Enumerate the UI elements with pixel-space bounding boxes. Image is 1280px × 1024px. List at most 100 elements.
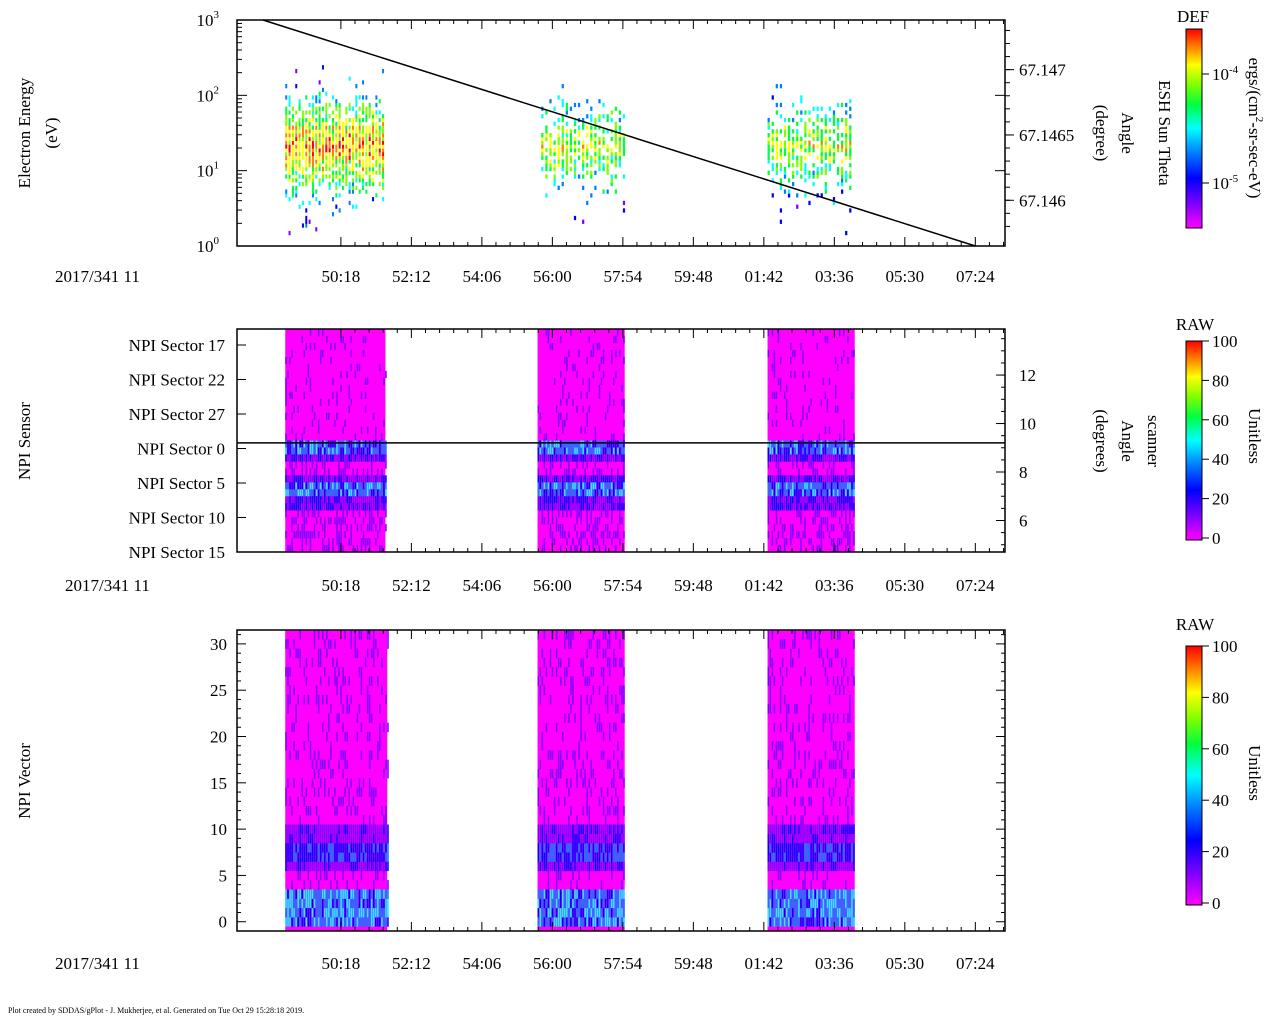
sensor-cell xyxy=(590,489,593,497)
energy-bin xyxy=(345,170,348,175)
sensor-cell xyxy=(836,440,839,448)
energy-bin xyxy=(783,166,787,172)
sensor-cell xyxy=(820,517,823,525)
sensor-cell xyxy=(330,503,332,511)
sensor-cell xyxy=(545,440,548,448)
sensor-cell xyxy=(619,447,621,455)
vector-cell xyxy=(775,843,778,853)
vector-cell xyxy=(547,852,550,862)
sensor-cell xyxy=(600,475,603,483)
vector-cell xyxy=(328,639,330,649)
vector-cell xyxy=(615,889,617,899)
sensor-cell xyxy=(834,545,837,552)
vector-cell xyxy=(346,880,348,890)
sensor-cell xyxy=(330,342,332,351)
vector-cell xyxy=(338,713,340,723)
vector-cell xyxy=(338,843,340,853)
vector-cell xyxy=(578,917,580,927)
energy-bin xyxy=(824,185,827,190)
sensor-cell xyxy=(789,524,792,532)
vector-cell xyxy=(570,630,572,640)
energy-bin xyxy=(378,110,381,115)
sensor-cell xyxy=(362,503,365,511)
vector-cell xyxy=(334,852,336,862)
energy-bin xyxy=(308,200,311,206)
p1-x-tick-label-2: 54:06 xyxy=(463,267,502,286)
sensor-cell xyxy=(543,545,546,552)
sensor-cell xyxy=(838,538,841,546)
sensor-cell xyxy=(598,468,601,476)
vector-cell xyxy=(604,907,607,918)
energy-bin xyxy=(841,117,844,123)
energy-bin xyxy=(338,148,341,153)
energy-bin xyxy=(382,185,385,190)
sensor-cell xyxy=(806,503,808,511)
sensor-cell xyxy=(377,475,379,483)
sensor-cell xyxy=(820,496,823,504)
vector-cell xyxy=(592,685,595,696)
sensor-cell xyxy=(346,510,348,518)
sensor-cell xyxy=(775,391,778,399)
vector-cell xyxy=(547,898,550,909)
sensor-cell xyxy=(291,440,293,448)
sensor-cell xyxy=(342,482,344,490)
sensor-cell xyxy=(348,454,350,462)
energy-bin xyxy=(288,95,291,100)
sensor-cell xyxy=(767,510,770,518)
energy-bin xyxy=(311,193,314,198)
vector-cell xyxy=(792,843,794,853)
sensor-cell xyxy=(853,503,855,511)
sensor-cell xyxy=(366,524,369,532)
energy-bin xyxy=(820,166,823,172)
sensor-cell xyxy=(301,524,304,532)
sensor-cell xyxy=(348,405,350,413)
vector-cell xyxy=(387,861,389,872)
vector-cell xyxy=(576,898,578,909)
sensor-cell xyxy=(598,391,601,399)
sensor-cell xyxy=(541,489,544,497)
vector-cell xyxy=(551,667,554,677)
vector-cell xyxy=(557,768,560,779)
energy-bin xyxy=(311,166,314,172)
sensor-cell xyxy=(810,489,812,497)
vector-cell xyxy=(562,731,564,742)
sensor-cell xyxy=(559,440,562,448)
vector-cell xyxy=(360,898,363,909)
energy-bin xyxy=(345,125,348,130)
energy-bin xyxy=(796,121,799,126)
vector-cell xyxy=(582,657,584,668)
vector-cell xyxy=(364,657,367,668)
vector-cell xyxy=(559,657,562,668)
energy-bin xyxy=(328,136,331,142)
vector-cell xyxy=(800,815,802,825)
vector-cell xyxy=(387,833,389,844)
vector-cell xyxy=(338,907,340,918)
vector-cell xyxy=(545,667,548,677)
energy-bin xyxy=(849,170,852,175)
energy-bin xyxy=(841,140,844,145)
sensor-cell xyxy=(812,496,814,504)
sensor-cell xyxy=(830,454,833,462)
energy-bin xyxy=(328,166,331,172)
sensor-cell xyxy=(592,454,595,462)
sensor-cell xyxy=(305,342,308,351)
energy-bin xyxy=(311,117,314,123)
energy-bin xyxy=(541,140,544,145)
sensor-cell xyxy=(615,489,617,497)
sensor-cell xyxy=(332,440,334,448)
energy-bin xyxy=(565,166,568,172)
vector-cell xyxy=(796,917,798,927)
sensor-cell xyxy=(574,482,576,490)
sensor-cell xyxy=(838,454,841,462)
sensor-cell xyxy=(301,510,304,518)
sensor-cell xyxy=(623,496,625,504)
vector-cell xyxy=(291,907,293,918)
vector-cell xyxy=(324,778,326,788)
energy-bin xyxy=(372,151,375,157)
vector-cell xyxy=(334,824,336,835)
energy-bin xyxy=(372,140,375,145)
sensor-cell xyxy=(568,496,570,504)
energy-bin xyxy=(315,117,318,123)
energy-bin xyxy=(318,200,321,206)
vector-cell xyxy=(596,889,599,899)
